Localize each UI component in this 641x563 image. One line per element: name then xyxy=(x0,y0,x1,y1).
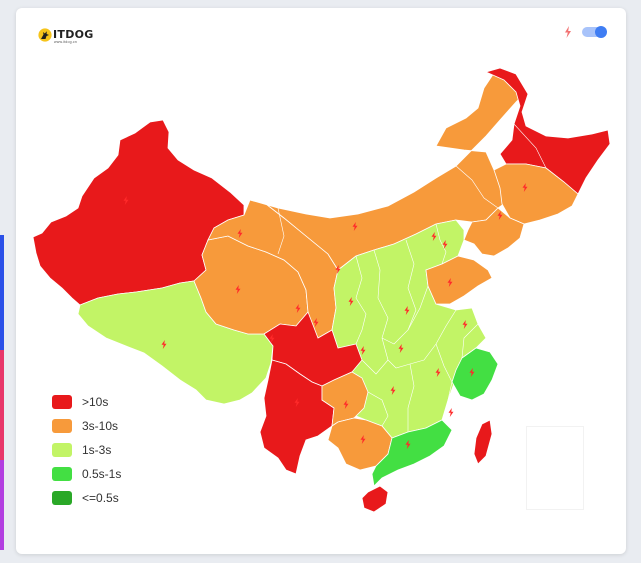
south-china-sea-inset xyxy=(526,426,584,510)
side-strip-pink xyxy=(0,350,4,460)
region-jilin[interactable] xyxy=(493,163,579,225)
legend-swatch xyxy=(52,443,72,457)
legend-swatch xyxy=(52,491,72,505)
region-hainan[interactable] xyxy=(361,485,389,513)
region-guangdong[interactable] xyxy=(371,419,453,487)
legend-item-3s-10s[interactable]: 3s-10s xyxy=(52,414,121,438)
legend: >10s 3s-10s 1s-3s 0.5s-1s <=0.5s xyxy=(52,390,121,510)
map-card: ITDOG www.itdog.cn xyxy=(16,8,626,554)
logo-subtext: www.itdog.cn xyxy=(54,40,78,44)
toggle-knob[interactable] xyxy=(595,26,607,38)
ripple-toggle[interactable] xyxy=(582,26,607,38)
legend-swatch xyxy=(52,467,72,481)
legend-label: 3s-10s xyxy=(82,419,119,433)
logo: ITDOG www.itdog.cn xyxy=(38,28,94,44)
china-map xyxy=(32,67,611,513)
region-guizhou[interactable] xyxy=(321,371,369,427)
region-taiwan[interactable] xyxy=(473,419,493,465)
province-borders xyxy=(277,123,547,432)
legend-swatch xyxy=(52,419,72,433)
region-shandong[interactable] xyxy=(425,255,493,305)
legend-label: 1s-3s xyxy=(82,443,112,457)
map-controls xyxy=(564,26,607,38)
legend-label: >10s xyxy=(82,395,109,409)
side-strip xyxy=(0,0,4,563)
legend-item-gt10s[interactable]: >10s xyxy=(52,390,121,414)
logo-text: ITDOG xyxy=(53,28,94,41)
legend-item-1s-3s[interactable]: 1s-3s xyxy=(52,438,121,462)
itdog-logo-icon xyxy=(38,28,52,42)
region-yunnan[interactable] xyxy=(259,359,335,475)
side-strip-blue xyxy=(0,235,4,350)
legend-item-le0.5s[interactable]: <=0.5s xyxy=(52,486,121,510)
legend-item-0.5s-1s[interactable]: 0.5s-1s xyxy=(52,462,121,486)
lightning-icon[interactable] xyxy=(564,26,572,38)
legend-label: <=0.5s xyxy=(82,491,119,505)
region-fujian[interactable] xyxy=(451,347,499,401)
legend-label: 0.5s-1s xyxy=(82,467,122,481)
side-strip-purple xyxy=(0,460,4,550)
legend-swatch xyxy=(52,395,72,409)
bolt-jiangxi-icon xyxy=(448,408,454,417)
